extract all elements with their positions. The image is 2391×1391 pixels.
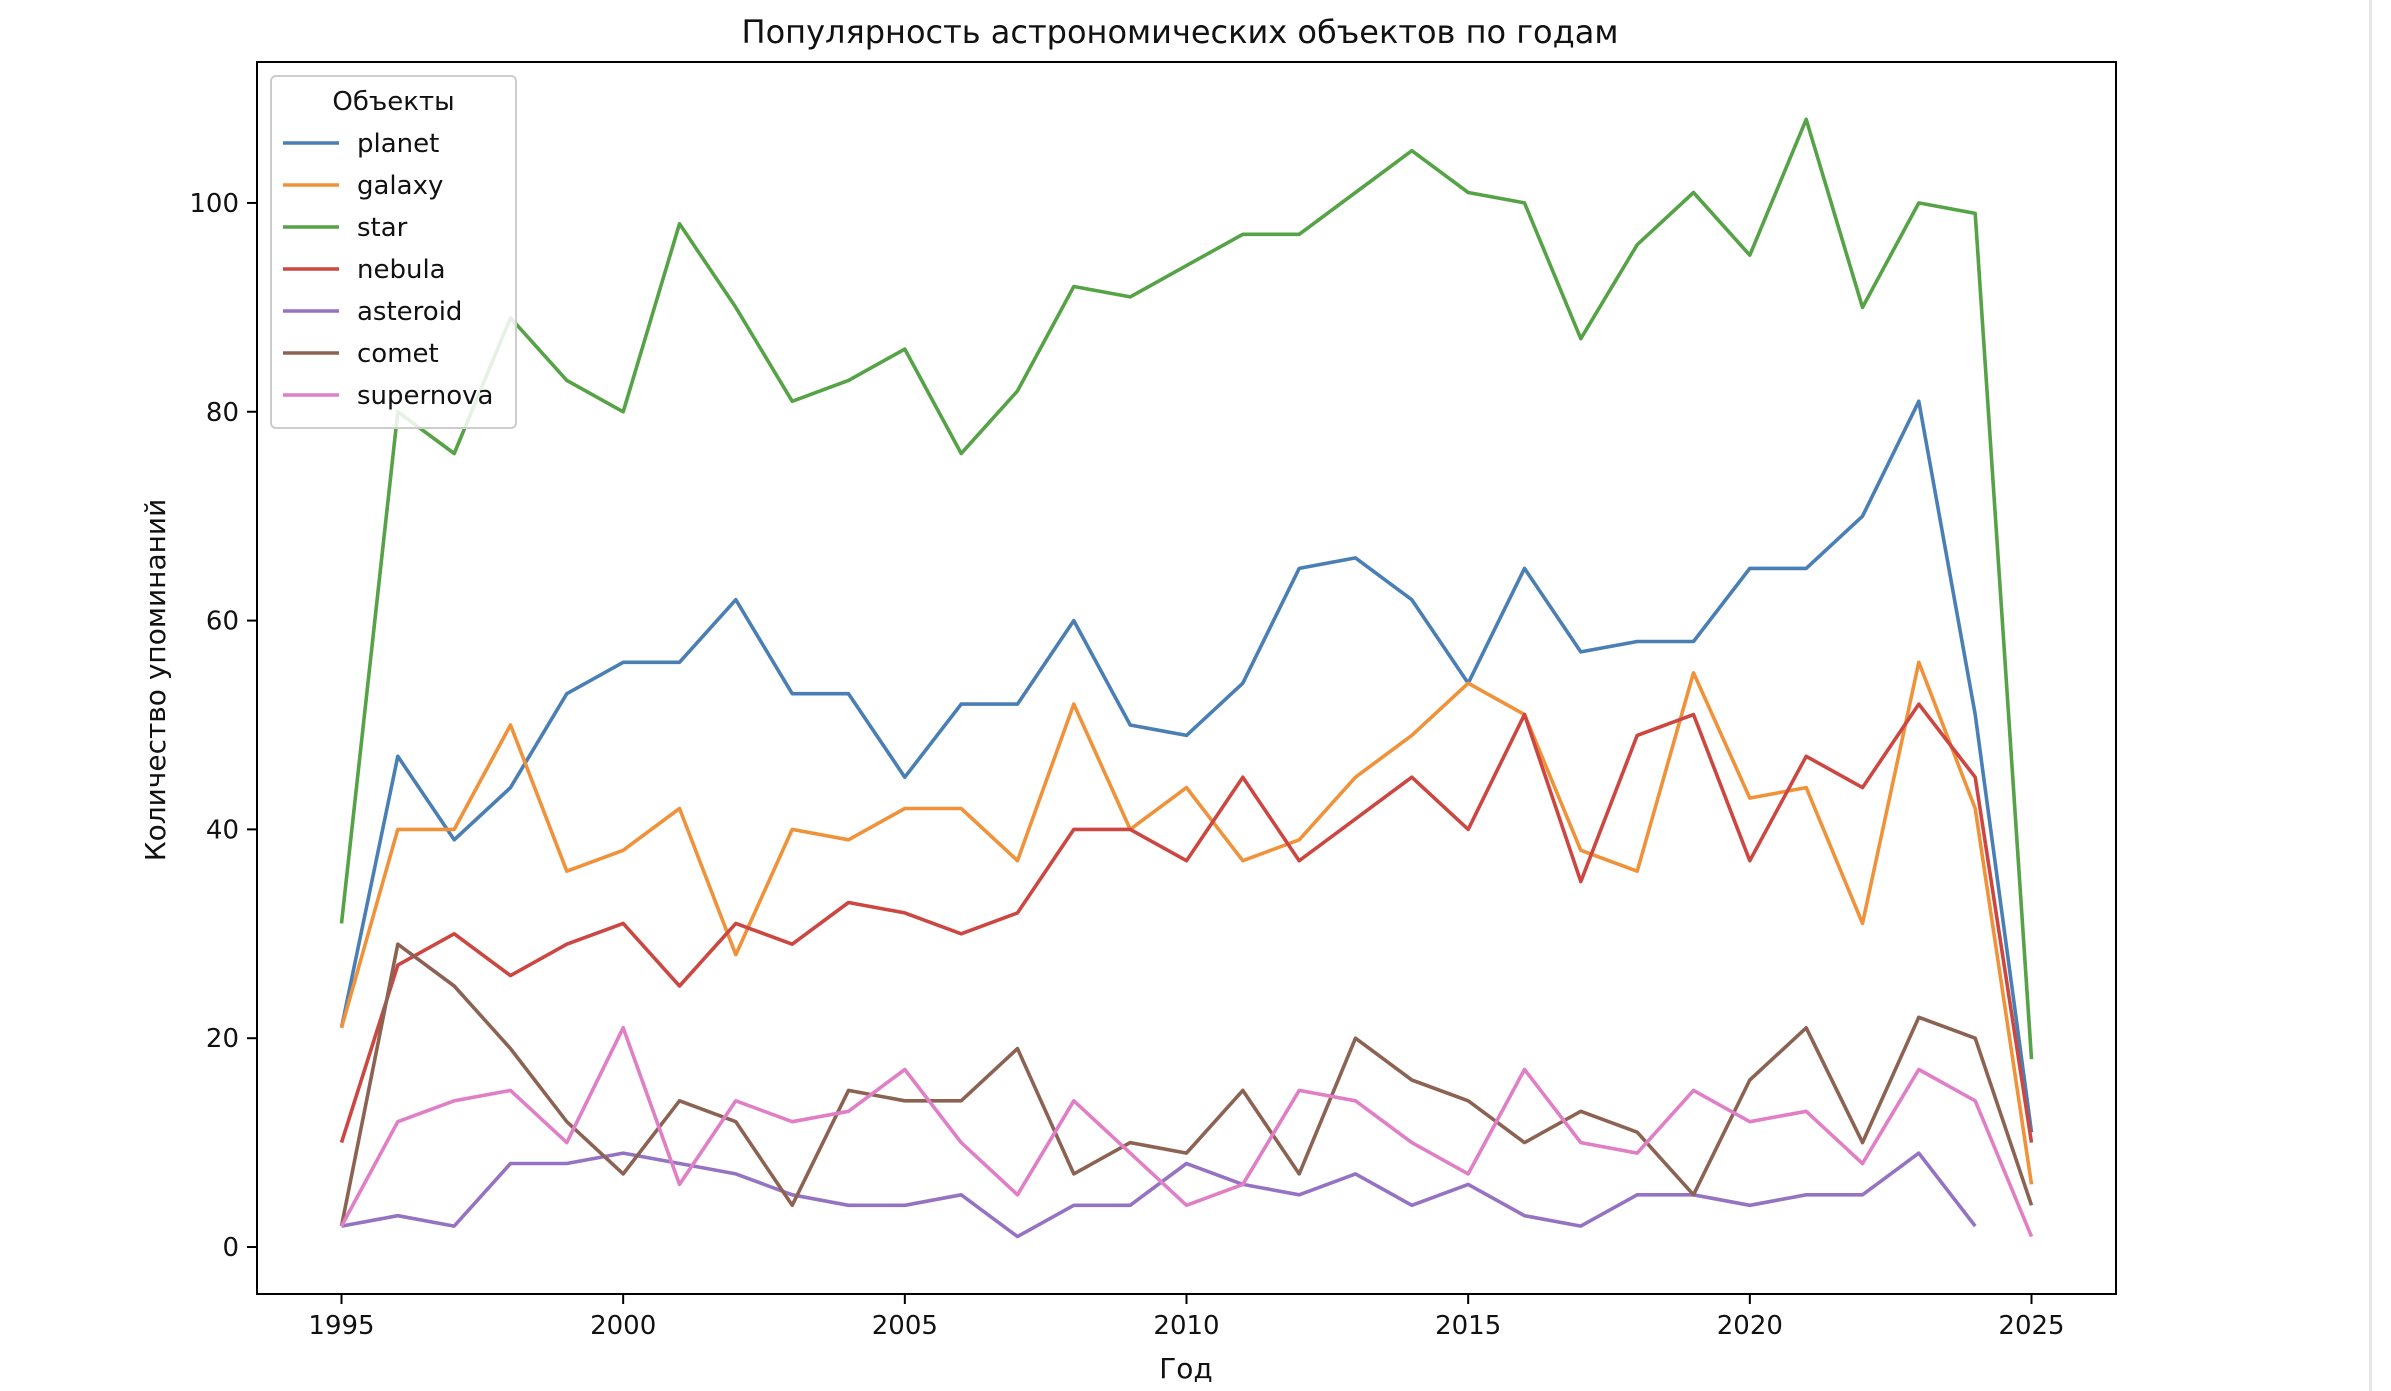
x-tick-label: 2020 xyxy=(1717,1311,1783,1341)
y-tick-label: 20 xyxy=(206,1024,239,1054)
legend-label-comet: comet xyxy=(357,339,439,369)
chart-title: Популярность астрономических объектов по… xyxy=(742,13,1619,51)
x-tick-label: 2005 xyxy=(872,1311,938,1341)
legend-label-asteroid: asteroid xyxy=(357,297,462,327)
legend-label-galaxy: galaxy xyxy=(357,171,443,201)
series-line-supernova xyxy=(339,1026,2034,1238)
legend-box xyxy=(270,75,517,429)
legend-label-star: star xyxy=(357,213,408,243)
legend: Объекты planet galaxy star nebula asteroid com… xyxy=(270,75,517,429)
legend-label-nebula: nebula xyxy=(357,255,446,285)
series-line-comet xyxy=(339,942,2034,1227)
y-tick-label: 100 xyxy=(189,189,239,219)
x-tick-label: 2025 xyxy=(1998,1311,2064,1341)
y-axis-label: Количество упоминаний xyxy=(139,499,172,862)
side-panel-edge xyxy=(2369,0,2391,1391)
plot-frame xyxy=(256,61,2117,1295)
y-tick-label: 80 xyxy=(206,398,239,428)
y-tick-label: 40 xyxy=(206,815,239,845)
x-tick-label: 1995 xyxy=(308,1311,374,1341)
series-layer xyxy=(339,117,2034,1239)
legend-label-supernova: supernova xyxy=(357,381,493,411)
x-tick-label: 2000 xyxy=(590,1311,656,1341)
series-line-nebula xyxy=(339,702,2034,1144)
x-tick-label: 2010 xyxy=(1153,1311,1219,1341)
legend-title: Объекты xyxy=(332,87,454,117)
series-line-asteroid xyxy=(341,1151,1977,1239)
series-line-planet xyxy=(339,399,2034,1133)
legend-label-planet: planet xyxy=(357,129,439,159)
y-tick-label: 60 xyxy=(206,607,239,637)
x-tick-label: 2015 xyxy=(1435,1311,1501,1341)
series-line-galaxy xyxy=(339,660,2034,1185)
ticks-layer: 1995 2000 2005 2010 2015 2020 2025 0 20 40 60 80 100 xyxy=(189,189,2064,1341)
series-line-star xyxy=(339,117,2034,1060)
x-axis-label: Год xyxy=(1159,1352,1213,1385)
y-tick-label: 0 xyxy=(222,1233,239,1263)
